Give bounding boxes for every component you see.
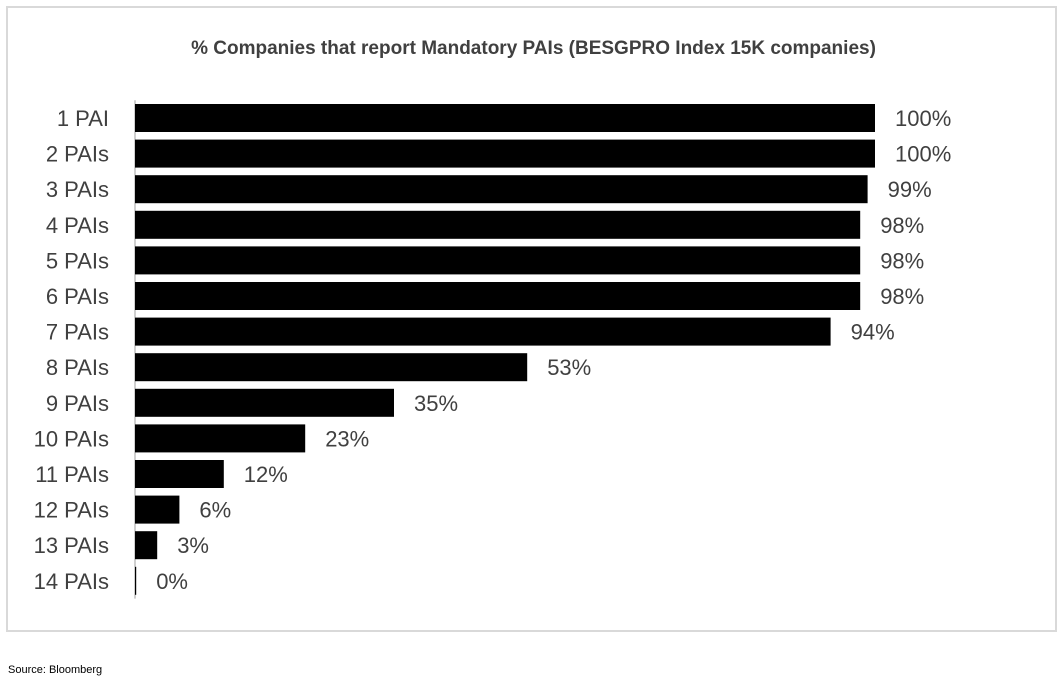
category-label: 9 PAIs xyxy=(46,391,109,416)
data-label: 23% xyxy=(325,426,369,451)
bar xyxy=(135,388,394,417)
chart-frame: % Companies that report Mandatory PAIs (… xyxy=(6,6,1057,632)
category-label: 8 PAIs xyxy=(46,355,109,380)
data-label: 0% xyxy=(156,569,188,594)
category-label: 1 PAI xyxy=(57,106,109,131)
data-label: 99% xyxy=(888,177,932,202)
bar xyxy=(135,210,861,239)
data-label: 35% xyxy=(414,391,458,416)
data-label: 6% xyxy=(199,498,231,523)
data-label: 53% xyxy=(547,355,591,380)
data-label: 94% xyxy=(851,320,895,345)
bar xyxy=(135,139,875,168)
data-label: 3% xyxy=(177,533,209,558)
category-label: 2 PAIs xyxy=(46,142,109,167)
bar xyxy=(135,282,861,310)
source-note: Source: Bloomberg xyxy=(8,664,103,676)
bar xyxy=(135,531,158,560)
category-label: 10 PAIs xyxy=(34,426,109,451)
category-label: 4 PAIs xyxy=(46,213,109,238)
category-label: 12 PAIs xyxy=(34,498,109,523)
bar xyxy=(135,104,875,132)
category-label: 5 PAIs xyxy=(46,248,109,273)
data-label: 12% xyxy=(244,462,288,487)
bar-chart: 1 PAI 100% 2 PAIs 100% 3 PAIs 99% 4 PAIs 98% 5 P… xyxy=(34,100,951,599)
bar xyxy=(135,317,831,346)
category-label: 7 PAIs xyxy=(46,320,109,345)
category-label: 3 PAIs xyxy=(46,177,109,202)
data-label: 100% xyxy=(895,106,951,131)
category-label: 14 PAIs xyxy=(34,569,109,594)
category-label: 11 PAIs xyxy=(35,462,109,487)
bar xyxy=(135,460,224,488)
bar xyxy=(135,566,137,595)
data-label: 98% xyxy=(880,284,924,309)
bar xyxy=(135,495,180,524)
bar xyxy=(135,353,528,382)
chart-title: % Companies that report Mandatory PAIs (… xyxy=(191,38,876,59)
data-label: 98% xyxy=(880,213,924,238)
category-label: 13 PAIs xyxy=(34,533,109,558)
data-label: 100% xyxy=(895,142,951,167)
bar xyxy=(135,424,306,453)
bar xyxy=(135,246,861,275)
bar xyxy=(135,175,868,204)
data-label: 98% xyxy=(880,248,924,273)
category-label: 6 PAIs xyxy=(46,284,109,309)
